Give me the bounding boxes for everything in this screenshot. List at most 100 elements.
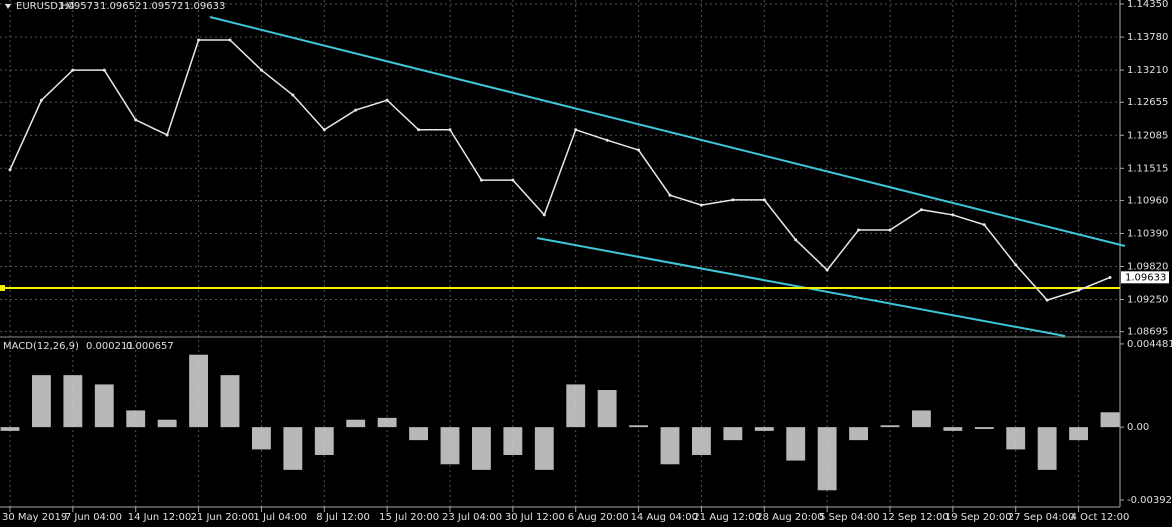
price-point [951,213,955,217]
price-point [511,178,515,182]
macd-bar [314,427,334,455]
macd-bar [566,384,586,428]
current-price-box [1121,271,1169,284]
y-tick-label: 1.12085 [1127,130,1168,141]
x-tick-label: 23 Jul 04:00 [442,512,502,523]
price-point [39,98,43,102]
price-point [762,198,766,202]
macd-bar [817,427,837,491]
y-tick-label: 1.13780 [1127,32,1168,43]
y-tick-label: 1.13210 [1127,65,1168,76]
price-point [888,228,892,232]
price-point [919,208,923,212]
x-tick-label: 12 Sep 12:00 [882,512,949,523]
price-point [228,38,232,42]
price-point [448,128,452,132]
price-point [982,223,986,227]
price-point [102,68,106,72]
y-tick-label: 0.004481 [1127,339,1172,350]
price-point [574,128,578,132]
macd-bar [283,427,303,470]
price-point [291,93,295,97]
macd-bar [754,427,774,431]
ohlc-low: 1.09572 [142,1,183,12]
current-price-label: 1.09633 [1125,272,1166,283]
ohlc-high: 1.09652 [100,1,141,12]
macd-title: MACD(12,26,9) [3,341,79,352]
price-point [385,98,389,102]
macd-bar [1006,427,1026,450]
price-point [542,213,546,217]
price-point [71,68,75,72]
price-point [825,268,829,272]
x-tick-label: 15 Jul 20:00 [379,512,439,523]
price-point [1014,263,1018,267]
price-point [794,238,798,242]
macd-bar [409,427,428,441]
macd-bar [943,427,963,431]
macd-bar [692,427,711,455]
price-point [8,168,12,172]
macd-bar [880,425,900,428]
price-point [479,178,483,182]
grid-layer [0,0,1120,507]
macd-bar [377,417,397,428]
macd-bar [220,375,240,428]
price-point [354,108,358,112]
x-tick-label: 19 Sep 20:00 [945,512,1012,523]
macd-bar [189,354,208,428]
price-point [1108,275,1112,279]
macd-bar [912,410,931,428]
x-tick-label: 5 Sep 04:00 [819,512,879,523]
x-tick-label: 28 Aug 20:00 [756,512,823,523]
price-point [857,228,861,232]
price-point [637,148,641,152]
symbol-title: EURUSD,H4 [16,1,75,12]
y-tick-label: 1.12655 [1127,97,1168,108]
macd-bar [472,427,491,470]
ohlc-close: 1.09633 [184,1,225,12]
price-line [9,39,1111,301]
price-point [259,68,263,72]
macd-bar [32,375,51,428]
price-point [699,203,703,207]
trend-line [209,16,1126,247]
macd-bar [126,410,146,428]
y-tick-label: 1.09820 [1127,261,1168,272]
macd-bar [723,427,743,441]
y-tick-label: 1.08695 [1127,327,1168,338]
y-tick-label: 1.10390 [1127,228,1168,239]
x-tick-label: 30 May 2019 [2,512,67,523]
price-point [417,128,421,132]
macd-bar [597,390,617,428]
x-tick-label: 7 Jun 04:00 [65,512,122,523]
price-point [322,128,326,132]
y-tick-label: 1.09250 [1127,295,1168,306]
macd-bar [629,425,648,428]
macd-bar [252,427,271,450]
macd-signal: 0.000657 [126,341,174,352]
price-point [731,198,735,202]
y-tick-label: 1.11515 [1127,163,1168,174]
macd-bar [440,427,460,465]
y-tick-label: 1.14350 [1127,0,1168,10]
x-tick-label: 4 Oct 12:00 [1071,512,1130,523]
macd-bar [157,419,177,428]
macd-bar [534,427,554,470]
macd-bar [1069,427,1088,441]
macd-bar [503,427,523,455]
macd-bar [849,427,868,441]
macd-bar [1100,412,1120,428]
macd-main: 0.000211 [86,341,134,352]
y-tick-label: 1.10960 [1127,195,1168,206]
price-point [165,133,169,137]
price-point [1077,288,1081,292]
macd-bar [94,384,114,428]
x-tick-label: 27 Sep 04:00 [1008,512,1075,523]
x-tick-label: 1 Jul 04:00 [253,512,307,523]
ohlc-open: 1.09573 [58,1,99,12]
x-tick-label: 8 Jul 12:00 [316,512,370,523]
x-tick-label: 14 Jun 12:00 [128,512,192,523]
